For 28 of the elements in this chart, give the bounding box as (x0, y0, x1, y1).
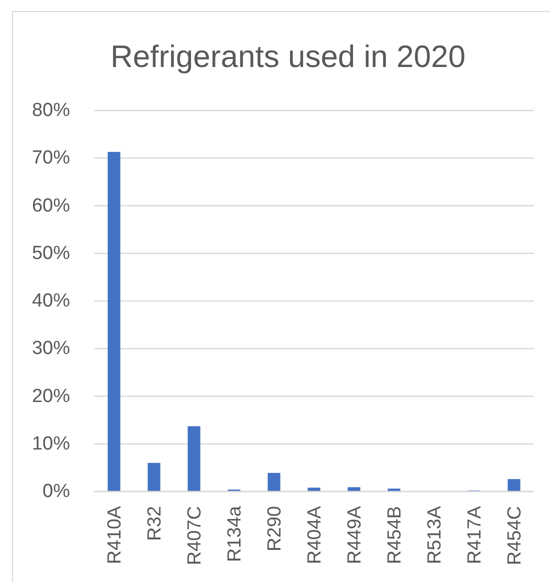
y-tick-label: 10% (32, 433, 70, 454)
bar (348, 487, 360, 491)
x-tick-label: R407C (184, 506, 206, 566)
x-tick-label: R454C (504, 506, 526, 566)
y-tick-label: 60% (32, 195, 70, 216)
x-tick-label: R410A (104, 506, 126, 564)
x-tick-label: R134a (224, 506, 246, 562)
x-tick-label: R290 (264, 506, 286, 552)
x-tick-label: R454B (384, 506, 406, 564)
y-tick-label: 50% (32, 242, 70, 264)
y-tick-label: 0% (42, 481, 70, 502)
y-tick-label: 20% (32, 386, 70, 407)
bar (268, 472, 280, 491)
y-tick-label: 40% (32, 290, 70, 312)
x-tick-label: R417A (464, 506, 486, 564)
x-tick-label: R449A (344, 506, 366, 564)
x-tick-label: R404A (304, 506, 326, 564)
y-tick-label: 70% (32, 148, 70, 169)
x-tick-label: R32 (144, 506, 166, 541)
y-tick-label: 30% (32, 338, 70, 360)
x-tick-label: R513A (424, 506, 446, 564)
bar (188, 426, 200, 491)
chart-title: Refrigerants used in 2020 (110, 39, 466, 74)
bar (308, 488, 320, 491)
y-tick-label: 80% (32, 100, 70, 122)
bar (108, 152, 120, 491)
bar (148, 462, 160, 491)
bar (508, 479, 520, 491)
